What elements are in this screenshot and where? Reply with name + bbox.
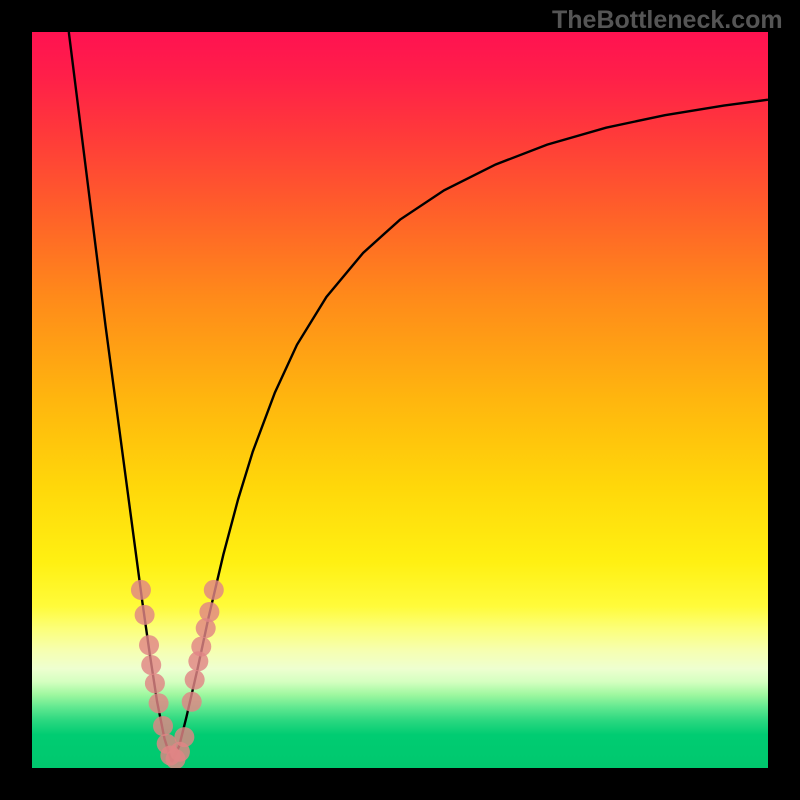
chart-svg [0,0,800,800]
bottleneck-chart: TheBottleneck.com [0,0,800,800]
data-marker [139,635,159,655]
data-marker [191,637,211,657]
data-marker [199,602,219,622]
data-marker [153,716,173,736]
data-marker [185,670,205,690]
data-marker [204,580,224,600]
gradient-background [32,32,768,768]
data-marker [149,693,169,713]
data-marker [135,605,155,625]
watermark-text: TheBottleneck.com [552,6,783,35]
data-marker [131,580,151,600]
data-marker [141,655,161,675]
data-marker [145,673,165,693]
data-marker [182,692,202,712]
data-marker [174,727,194,747]
